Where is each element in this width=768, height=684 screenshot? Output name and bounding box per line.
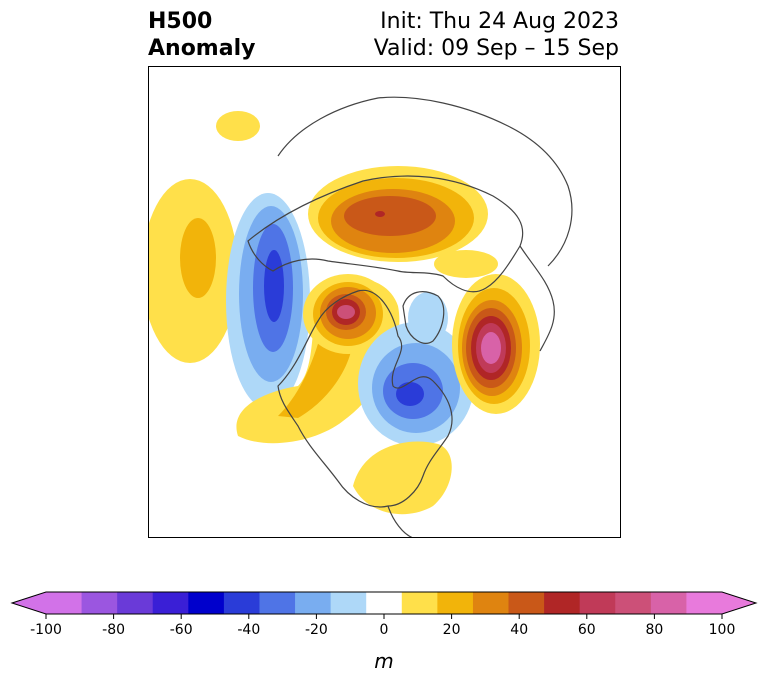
colorbar-bin <box>508 592 545 614</box>
anomaly-map <box>148 66 621 538</box>
colorbar-tick-label: -60 <box>170 622 193 638</box>
north-america-coast <box>277 289 453 508</box>
colorbar-bin <box>686 592 723 614</box>
colorbar-tick-label: 80 <box>645 622 663 638</box>
north-atlantic-high <box>452 274 540 414</box>
colorbar-bin <box>615 592 652 614</box>
colorbar-bin <box>223 592 260 614</box>
colorbar-tick-label: 0 <box>380 622 389 638</box>
colorbar-extend-high <box>722 592 756 614</box>
asia-interior <box>277 96 573 267</box>
colorbar-tick-label: 40 <box>510 622 528 638</box>
colorbar-bin <box>152 592 189 614</box>
colorbar-unit: m <box>374 649 393 673</box>
siberia-arctic-high <box>308 166 498 278</box>
colorbar-bin <box>437 592 474 614</box>
title-line-1: H500 <box>148 9 213 34</box>
colorbar-bin <box>259 592 296 614</box>
coastlines <box>247 96 573 538</box>
forecast-dates: Init: Thu 24 Aug 2023 Valid: 09 Sep – 15… <box>374 8 619 62</box>
colorbar-tick-label: 20 <box>443 622 461 638</box>
chart-title: H500 Anomaly <box>148 8 255 62</box>
colorbar-bin <box>117 592 154 614</box>
colorbar-bin <box>401 592 438 614</box>
colorbar-bin <box>579 592 616 614</box>
title-line-2: Anomaly <box>148 36 256 61</box>
colorbar-bin <box>330 592 367 614</box>
eastern-us-high <box>353 441 452 515</box>
colorbar-bin <box>544 592 581 614</box>
init-date: Init: Thu 24 Aug 2023 <box>380 9 619 34</box>
small-high <box>216 111 260 141</box>
colorbar-bin <box>295 592 332 614</box>
colorbar-bin <box>472 592 510 614</box>
anomaly-contours <box>148 111 540 515</box>
colorbar-ticks: -100 -80 -60 -40 -20 0 20 40 60 80 100 <box>30 614 735 638</box>
europe-coast <box>519 245 555 352</box>
colorbar-bin <box>46 592 83 614</box>
north-pacific-high <box>148 179 238 363</box>
colorbar-bin <box>188 592 225 614</box>
colorbar-tick-label: -100 <box>30 622 62 638</box>
colorbar-tick-label: 100 <box>709 622 736 638</box>
beaufort-high <box>303 274 393 354</box>
eurasia-coast <box>247 175 524 293</box>
greenland-coast <box>402 291 445 344</box>
colorbar-bin <box>650 592 687 614</box>
colorbar-tick-label: -20 <box>305 622 328 638</box>
colorbar-extend-low <box>12 592 46 614</box>
colorbar: -100 -80 -60 -40 -20 0 20 40 60 80 100 m <box>10 591 758 673</box>
colorbar-bins <box>10 591 758 615</box>
colorbar-bin <box>366 592 403 614</box>
central-america-coast <box>387 505 414 538</box>
colorbar-tick-label: -80 <box>102 622 125 638</box>
valid-range: Valid: 09 Sep – 15 Sep <box>373 36 619 61</box>
map-frame <box>148 66 621 538</box>
colorbar-tick-label: 60 <box>578 622 596 638</box>
colorbar-bin <box>81 592 118 614</box>
colorbar-tick-label: -40 <box>237 622 260 638</box>
hudson-bay-low <box>358 292 474 446</box>
